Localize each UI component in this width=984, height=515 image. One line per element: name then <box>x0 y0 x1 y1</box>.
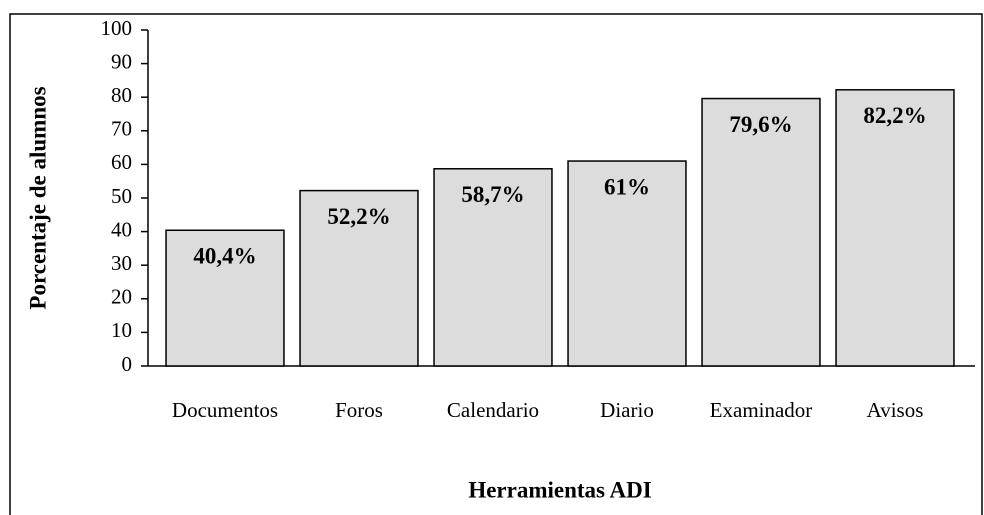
y-tick-label: 0 <box>122 352 133 376</box>
data-label: 61% <box>604 174 650 199</box>
bar <box>299 189 419 367</box>
data-label: 52,2% <box>327 204 390 229</box>
bar <box>701 97 821 367</box>
y-tick-label: 40 <box>111 217 132 241</box>
y-tick-label: 50 <box>111 184 132 208</box>
x-axis-label: Herramientas ADI <box>468 477 651 502</box>
y-tick-label: 30 <box>111 251 132 275</box>
y-tick-label: 80 <box>111 83 132 107</box>
bar <box>835 89 955 367</box>
data-label: 58,7% <box>461 182 524 207</box>
y-tick-label: 70 <box>111 117 132 141</box>
data-label: 79,6% <box>729 112 792 137</box>
x-tick-label: Examinador <box>710 398 813 422</box>
data-label: 40,4% <box>193 244 256 269</box>
bar <box>165 229 285 367</box>
x-tick-label: Foros <box>335 398 383 422</box>
bar <box>433 168 553 367</box>
x-tick-label: Diario <box>600 398 654 422</box>
bar <box>567 160 687 367</box>
y-tick-label: 20 <box>111 285 132 309</box>
x-tick-label: Calendario <box>447 398 539 422</box>
data-label: 82,2% <box>863 103 926 128</box>
y-axis-label: Porcentaje de alumnos <box>25 86 50 309</box>
y-tick-label: 60 <box>111 150 132 174</box>
y-tick-label: 10 <box>111 318 132 342</box>
y-tick-label: 100 <box>101 16 133 40</box>
chart-frame <box>9 13 983 515</box>
y-tick-label: 90 <box>111 49 132 73</box>
x-tick-label: Documentos <box>172 398 278 422</box>
x-tick-label: Avisos <box>867 398 924 422</box>
